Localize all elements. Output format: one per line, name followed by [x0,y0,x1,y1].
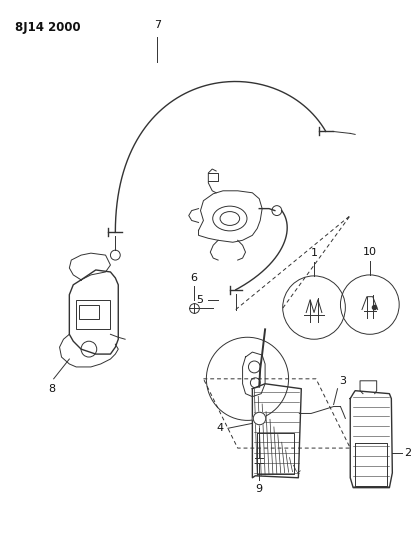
Text: 8J14 2000: 8J14 2000 [15,21,80,34]
Text: 9: 9 [256,484,263,494]
Text: 7: 7 [154,20,161,30]
Text: 5: 5 [196,295,203,305]
Text: 8: 8 [48,384,55,394]
Text: 3: 3 [339,376,347,386]
Bar [79,304,99,319]
Text: 2: 2 [404,448,411,458]
Text: 4: 4 [217,423,224,433]
Text: 6: 6 [190,273,197,283]
Bar [76,300,110,329]
Text: 1: 1 [310,248,317,258]
Text: 10: 10 [363,247,377,257]
